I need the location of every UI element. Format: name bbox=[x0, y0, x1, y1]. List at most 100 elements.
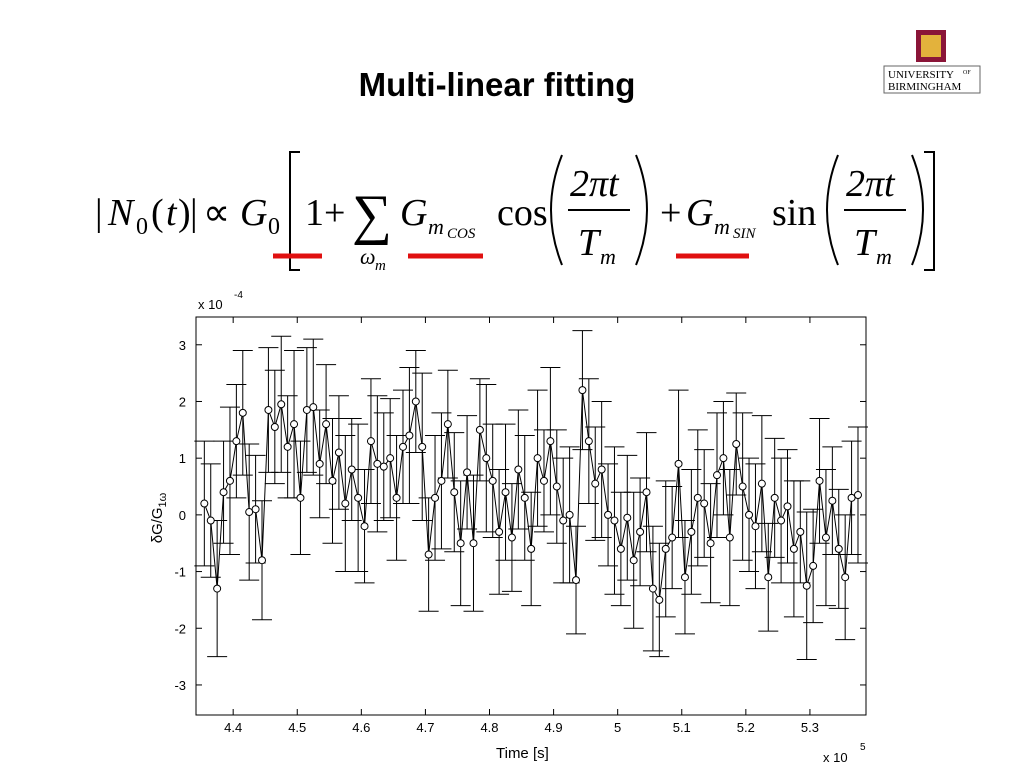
data-point bbox=[354, 493, 363, 502]
data-point bbox=[443, 420, 452, 429]
x-tick-label: 4.8 bbox=[480, 720, 498, 735]
data-point bbox=[328, 476, 337, 485]
data-point bbox=[238, 408, 247, 417]
data-point bbox=[591, 479, 600, 488]
eq-part: cos bbox=[497, 192, 548, 234]
data-point bbox=[834, 544, 843, 553]
data-point bbox=[258, 556, 267, 565]
data-point bbox=[277, 400, 286, 409]
slide-title: Multi-linear fitting bbox=[359, 66, 636, 103]
data-point bbox=[213, 584, 222, 593]
data-point bbox=[232, 437, 241, 446]
data-point bbox=[386, 454, 395, 463]
x-tick-label: 4.7 bbox=[416, 720, 434, 735]
data-point bbox=[411, 397, 420, 406]
data-point bbox=[572, 576, 581, 585]
paren bbox=[635, 154, 648, 266]
eq-part: N bbox=[107, 192, 136, 234]
data-point bbox=[802, 581, 811, 590]
eq-part: | bbox=[95, 192, 103, 234]
logo-box bbox=[883, 65, 981, 94]
data-point bbox=[783, 502, 792, 511]
y-axis-label-group: δG/G1ω bbox=[149, 492, 169, 543]
data-point bbox=[546, 437, 555, 446]
data-point bbox=[616, 544, 625, 553]
eq-part: G bbox=[240, 192, 267, 234]
data-point bbox=[315, 459, 324, 468]
eq-part: + bbox=[660, 192, 681, 234]
data-point bbox=[418, 442, 427, 451]
eq-part: | bbox=[190, 192, 198, 234]
eq-part: ( bbox=[151, 192, 164, 234]
data-point bbox=[463, 468, 472, 477]
data-point bbox=[604, 510, 613, 519]
data-point bbox=[597, 465, 606, 474]
eq-part: ∑ bbox=[352, 184, 392, 246]
data-point bbox=[405, 431, 414, 440]
y-axis-label-main: δG/G bbox=[149, 507, 166, 543]
eq-part: m bbox=[714, 214, 730, 239]
x-tick-label: 4.6 bbox=[352, 720, 370, 735]
data-point bbox=[469, 539, 478, 548]
y-exponent: -4 bbox=[234, 290, 243, 301]
eq-part: sin bbox=[772, 192, 816, 234]
data-point bbox=[501, 488, 510, 497]
y-tick-label: 0 bbox=[179, 508, 186, 523]
data-point bbox=[219, 488, 228, 497]
data-point bbox=[725, 533, 734, 542]
eq-part: 2πt bbox=[846, 163, 896, 205]
data-point bbox=[770, 493, 779, 502]
data-point bbox=[302, 405, 311, 414]
eq-part: m bbox=[876, 244, 892, 269]
eq-part: SIN bbox=[733, 226, 756, 242]
paren bbox=[911, 154, 924, 266]
logo-shield-inner bbox=[921, 35, 941, 57]
eq-part: ω bbox=[360, 244, 376, 269]
eq-part: COS bbox=[447, 226, 476, 242]
y-tick-label: 2 bbox=[179, 394, 186, 409]
eq-part: ∝ bbox=[203, 192, 230, 234]
data-point bbox=[283, 442, 292, 451]
x-tick-label: 5 bbox=[614, 720, 621, 735]
data-point bbox=[290, 420, 299, 429]
data-point bbox=[392, 493, 401, 502]
data-point bbox=[488, 476, 497, 485]
y-tick-label: 1 bbox=[179, 451, 186, 466]
data-point bbox=[379, 462, 388, 471]
eq-part: ) bbox=[178, 192, 191, 234]
eq-part: 0 bbox=[136, 214, 148, 240]
data-point bbox=[655, 595, 664, 604]
y-tick-label: -1 bbox=[174, 565, 186, 580]
data-point bbox=[552, 482, 561, 491]
data-point bbox=[610, 516, 619, 525]
eq-part: T bbox=[854, 222, 878, 264]
data-point bbox=[398, 442, 407, 451]
data-point bbox=[520, 493, 529, 502]
chart: Time [s] δG/G1ω x 10 -4 x 10 5 4.4 4.5 4.6… bbox=[149, 290, 868, 765]
data-point bbox=[815, 476, 824, 485]
data-point bbox=[847, 493, 856, 502]
data-point bbox=[251, 505, 260, 514]
eq-part: t bbox=[166, 192, 178, 234]
data-point bbox=[245, 508, 254, 517]
data-point bbox=[693, 493, 702, 502]
data-point bbox=[360, 522, 369, 531]
eq-part: T bbox=[578, 222, 602, 264]
data-point bbox=[347, 465, 356, 474]
data-point bbox=[366, 437, 375, 446]
data-point bbox=[719, 454, 728, 463]
data-point bbox=[225, 476, 234, 485]
data-point bbox=[334, 448, 343, 457]
paren bbox=[550, 154, 563, 266]
data-point bbox=[674, 459, 683, 468]
x-tick-label: 4.4 bbox=[224, 720, 242, 735]
equation: | N 0 ( t ) | ∝ G 0 1+ ∑ ω m G m COS cos… bbox=[95, 151, 935, 274]
eq-part: 2πt bbox=[570, 163, 620, 205]
bracket bbox=[289, 151, 300, 271]
data-point bbox=[431, 493, 440, 502]
eq-part: 1+ bbox=[305, 192, 345, 234]
data-point bbox=[578, 386, 587, 395]
logo-text: UNIVERSITY bbox=[888, 69, 954, 81]
